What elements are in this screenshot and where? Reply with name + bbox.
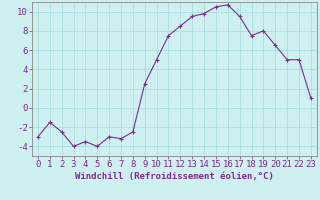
X-axis label: Windchill (Refroidissement éolien,°C): Windchill (Refroidissement éolien,°C) — [75, 172, 274, 181]
